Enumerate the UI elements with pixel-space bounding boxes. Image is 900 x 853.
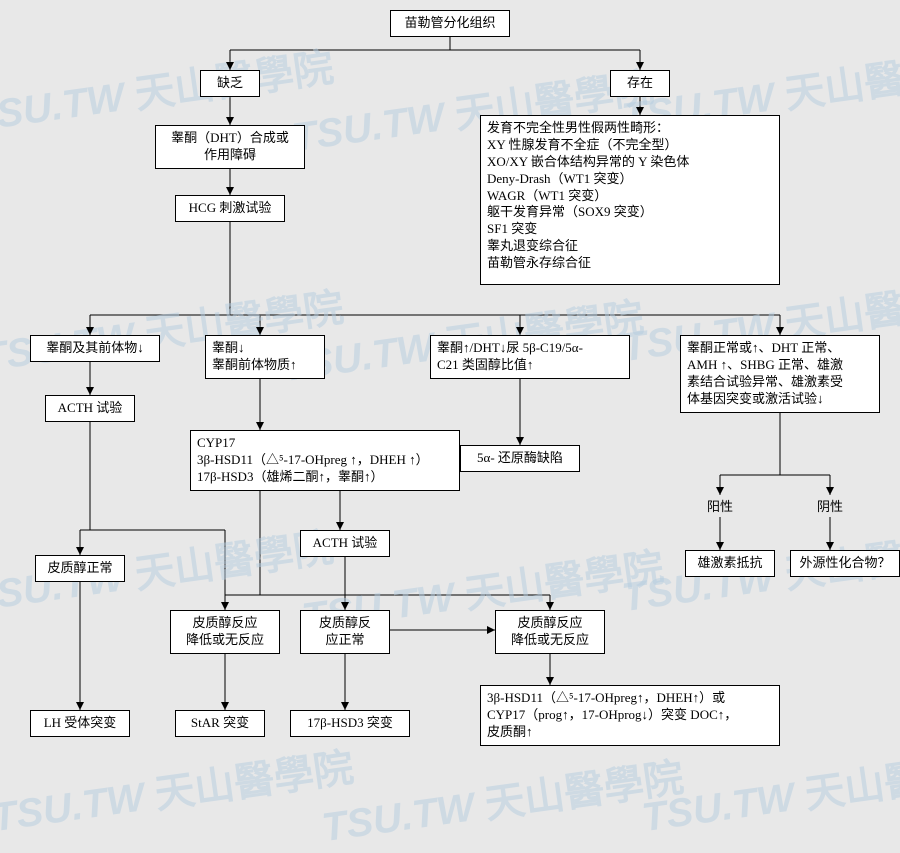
arrowhead	[546, 677, 554, 685]
arrowhead	[256, 422, 264, 430]
arrowhead	[826, 487, 834, 495]
node-root: 苗勒管分化组织	[390, 10, 510, 37]
node-cortnorm: 皮质醇正常	[35, 555, 125, 582]
watermark: TSU.TW 天山醫學院	[318, 745, 687, 853]
node-pos: 阳性	[700, 495, 740, 520]
node-deficient: 缺乏	[200, 70, 260, 97]
node-cortlow2: 皮质醇反应 降低或无反应	[495, 610, 605, 654]
node-cortnorm2: 皮质醇反 应正常	[300, 610, 390, 654]
watermark: TSU.TW 天山醫學院	[0, 735, 357, 843]
node-b4: 睾酮正常或↑、DHT 正常、 AMH ↑、SHBG 正常、雄激 素结合试验异常、…	[680, 335, 880, 413]
arrowhead	[716, 542, 724, 550]
arrowhead	[636, 107, 644, 115]
arrowhead	[487, 626, 495, 634]
node-b3: 睾酮↑/DHT↓尿 5β-C19/5α- C21 类固醇比值↑	[430, 335, 630, 379]
arrowhead	[341, 702, 349, 710]
arrowhead	[226, 62, 234, 70]
arrowhead	[336, 522, 344, 530]
node-hcg: HCG 刺激试验	[175, 195, 285, 222]
arrowhead	[226, 117, 234, 125]
node-cortlow1: 皮质醇反应 降低或无反应	[170, 610, 280, 654]
arrowhead	[221, 702, 229, 710]
arrowhead	[86, 387, 94, 395]
arrowhead	[516, 437, 524, 445]
node-cyp: CYP17 3β-HSD11（△⁵-17-OHpreg ↑，DHEH ↑） 17…	[190, 430, 460, 491]
node-final: 3β-HSD11（△⁵-17-OHpreg↑，DHEH↑）或 CYP17（pro…	[480, 685, 780, 746]
arrowhead	[221, 602, 229, 610]
node-exo: 外源性化合物？	[790, 550, 900, 577]
arrowhead	[76, 547, 84, 555]
arrowhead	[76, 702, 84, 710]
node-lh: LH 受体突变	[30, 710, 130, 737]
node-neg: 阴性	[810, 495, 850, 520]
arrowhead	[826, 542, 834, 550]
arrowhead	[226, 187, 234, 195]
arrowhead	[776, 327, 784, 335]
arrowhead	[256, 327, 264, 335]
node-acth1: ACTH 试验	[45, 395, 135, 422]
arrowhead	[516, 327, 524, 335]
node-star: StAR 突变	[175, 710, 265, 737]
watermark: TSU.TW 天山醫學院	[638, 735, 900, 843]
arrowhead	[636, 62, 644, 70]
node-b2: 睾酮↓ 睾酮前体物质↑	[205, 335, 325, 379]
node-b1: 睾酮及其前体物↓	[30, 335, 160, 362]
node-dht: 睾酮（DHT）合成或 作用障碍	[155, 125, 305, 169]
arrowhead	[716, 487, 724, 495]
arrowhead	[341, 602, 349, 610]
node-acth2: ACTH 试验	[300, 530, 390, 557]
node-detail: 发育不完全性男性假两性畸形： XY 性腺发育不全症（不完全型） XO/XY 嵌合…	[480, 115, 780, 285]
node-red5a: 5α- 还原酶缺陷	[460, 445, 580, 472]
node-androres: 雄激素抵抗	[685, 550, 775, 577]
arrowhead	[546, 602, 554, 610]
node-hsd3: 17β-HSD3 突变	[290, 710, 410, 737]
node-present: 存在	[610, 70, 670, 97]
arrowhead	[86, 327, 94, 335]
